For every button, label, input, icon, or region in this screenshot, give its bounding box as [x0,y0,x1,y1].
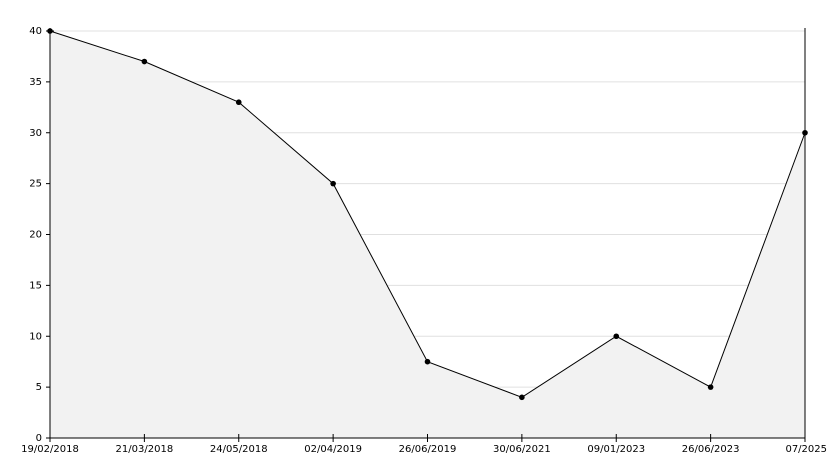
marker [330,180,336,187]
x-tick-label: 19/02/2018 [21,444,79,455]
y-tick-label: 15 [29,280,42,291]
x-tick-label: 09/01/2023 [587,444,645,455]
y-tick-label: 30 [29,128,42,139]
y-tick-label: 35 [29,77,42,88]
x-tick-label: 26/06/2019 [399,444,457,455]
y-tick-label: 25 [29,179,42,190]
marker [519,394,525,401]
marker [141,58,148,65]
x-tick-label: 24/05/2018 [210,444,268,455]
x-tick-label: 30/06/2021 [493,444,551,455]
y-tick-label: 0 [36,433,42,444]
x-tick-label: 26/06/2023 [682,444,740,455]
x-tick-label: 07/2025 [785,444,827,455]
y-tick-label: 10 [29,331,42,342]
marker [707,384,714,390]
y-tick-label: 40 [29,26,42,37]
y-tick-label: 20 [29,230,42,241]
marker [613,333,620,340]
x-tick-label: 21/03/2018 [116,444,174,455]
marker [235,99,242,106]
marker [424,358,431,365]
x-tick-label: 02/04/2019 [304,444,362,455]
y-tick-label: 5 [36,382,42,393]
